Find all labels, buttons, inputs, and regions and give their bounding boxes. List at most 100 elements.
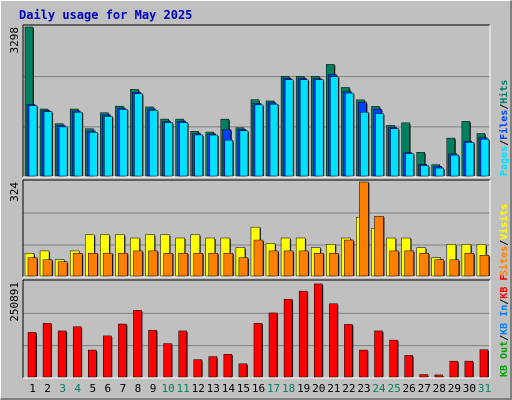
- sites-bar-day-10: [163, 253, 173, 277]
- legend-panel-2: Sites/Visits: [498, 204, 510, 276]
- x-tick-label-day-13: 13: [207, 382, 220, 395]
- pages-bar-day-26: [405, 153, 414, 177]
- legend-panel-1: Pages/Files/Hits: [498, 80, 510, 176]
- pages-bar-day-29: [450, 154, 460, 177]
- legend-item-kb-f: KB F: [499, 275, 510, 299]
- sites-bar-day-21: [329, 253, 339, 277]
- kb-f-bar-day-6: [103, 335, 112, 378]
- pages-bar-day-16: [254, 104, 264, 177]
- kb-f-bar-day-30: [464, 360, 474, 378]
- kb-f-bar-day-27: [419, 374, 428, 378]
- x-tick-label-day-19: 19: [297, 382, 310, 395]
- legend-item-pages: Pages: [499, 146, 510, 176]
- x-tick-label-day-20: 20: [312, 382, 325, 395]
- sites-bar-day-3: [57, 261, 68, 277]
- kb-f-bar-day-4: [72, 326, 82, 378]
- pages-bar-day-7: [119, 109, 128, 177]
- x-tick-label-day-2: 2: [44, 382, 51, 395]
- x-tick-label-day-23: 23: [357, 382, 370, 395]
- pages-bar-day-2: [43, 111, 53, 177]
- kb-f-bar-day-16: [253, 323, 263, 378]
- kb-f-bar-day-11: [178, 330, 187, 378]
- kb-f-bar-day-22: [344, 324, 353, 378]
- sites-bar-day-17: [268, 250, 279, 277]
- sites-bar-day-8: [133, 250, 143, 277]
- pages-bar-day-4: [73, 112, 83, 177]
- legend-separator: /: [499, 104, 510, 110]
- pages-bar-day-19: [299, 79, 309, 177]
- kb-f-bar-day-9: [148, 329, 157, 378]
- x-tick-label-day-14: 14: [222, 382, 236, 395]
- sites-bar-day-9: [148, 250, 158, 277]
- y-max-label-panel-1: 3298: [8, 27, 21, 54]
- x-tick-label-day-4: 4: [74, 382, 81, 395]
- sites-bar-day-1: [27, 257, 38, 277]
- x-tick-label-day-16: 16: [252, 382, 265, 395]
- legend-separator: /: [499, 299, 510, 305]
- sites-bar-day-14: [223, 253, 234, 277]
- y-max-label-panel-2: 324: [8, 182, 21, 202]
- pages-bar-day-25: [390, 128, 399, 177]
- sites-bar-day-7: [118, 253, 128, 277]
- x-tick-label-day-11: 11: [177, 382, 190, 395]
- x-tick-label-day-6: 6: [105, 382, 112, 395]
- x-tick-label-day-24: 24: [372, 382, 386, 395]
- sites-bar-day-4: [72, 253, 83, 277]
- pages-bar-day-31: [480, 139, 490, 177]
- pages-bar-day-18: [284, 79, 294, 177]
- pages-bar-day-22: [345, 92, 354, 177]
- x-tick-label-day-29: 29: [448, 382, 461, 395]
- legend-panel-3: KB Out/KB In/KB F: [499, 275, 510, 377]
- kb-f-bar-day-8: [133, 310, 142, 378]
- legend-item-files: Files: [498, 110, 510, 140]
- x-tick-label-day-8: 8: [135, 382, 142, 395]
- sites-bar-day-13: [208, 253, 219, 277]
- x-tick-label-day-15: 15: [237, 382, 250, 395]
- pages-bar-day-9: [149, 110, 158, 177]
- kb-f-bar-day-25: [389, 339, 398, 378]
- legend-item-kb-out: KB Out: [499, 341, 510, 377]
- sites-bar-day-26: [404, 250, 414, 277]
- sites-bar-day-20: [313, 253, 324, 277]
- pages-bar-day-15: [239, 130, 249, 177]
- legend-separator: /: [499, 335, 510, 341]
- y-max-label-panel-3: 250891: [8, 282, 21, 322]
- kb-f-bar-day-1: [27, 332, 37, 378]
- pages-bar-day-17: [269, 103, 279, 177]
- legend-item-sites: Sites: [498, 246, 510, 276]
- kb-f-bar-day-3: [57, 330, 67, 378]
- kb-f-bar-day-12: [193, 359, 202, 378]
- legend-item-kb-in: KB In: [499, 305, 510, 335]
- legend-separator: /: [499, 240, 510, 246]
- pages-bar-day-3: [58, 126, 68, 177]
- kb-f-bar-day-5: [88, 349, 97, 378]
- pages-bar-day-23: [360, 112, 369, 177]
- sites-bar-day-31: [479, 255, 490, 277]
- kb-f-bar-day-29: [449, 360, 459, 378]
- kb-f-bar-day-19: [298, 290, 308, 378]
- kb-f-bar-day-21: [329, 303, 338, 378]
- x-tick-label-day-12: 12: [192, 382, 205, 395]
- kb-f-bar-day-20: [313, 283, 323, 378]
- pages-bar-day-11: [179, 122, 188, 177]
- sites-bar-day-15: [238, 257, 249, 277]
- sites-bar-day-11: [178, 253, 188, 277]
- sites-bar-day-29: [449, 259, 460, 277]
- pages-bar-day-20: [314, 79, 324, 177]
- kb-f-bar-day-10: [163, 343, 172, 378]
- pages-bar-day-12: [194, 134, 203, 177]
- kb-f-bar-day-17: [268, 312, 278, 378]
- pages-bar-day-1: [28, 105, 38, 177]
- kb-f-bar-day-18: [283, 298, 293, 378]
- kb-f-bar-day-24: [374, 330, 383, 378]
- pages-bar-day-21: [330, 76, 339, 177]
- kb-f-bar-day-15: [238, 363, 248, 378]
- legend-item-visits: Visits: [498, 204, 510, 240]
- x-tick-label-day-3: 3: [59, 382, 66, 395]
- sites-bar-day-18: [283, 250, 294, 277]
- x-tick-label-day-18: 18: [282, 382, 295, 395]
- pages-bar-day-24: [375, 113, 384, 177]
- chart-title: Daily usage for May 2025: [19, 8, 192, 22]
- sites-bar-day-12: [193, 253, 203, 277]
- pages-bar-day-27: [420, 165, 429, 177]
